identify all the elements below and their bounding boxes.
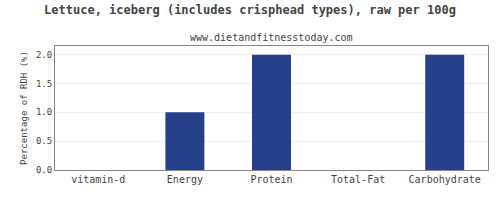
- svg-text:0.0: 0.0: [36, 165, 52, 175]
- svg-text:www.dietandfitnesstoday.com: www.dietandfitnesstoday.com: [190, 32, 353, 43]
- svg-text:Percentage of RDH (%): Percentage of RDH (%): [19, 51, 29, 165]
- svg-text:1.5: 1.5: [36, 79, 52, 89]
- svg-text:Lettuce, iceberg (includes cri: Lettuce, iceberg (includes crisphead typ…: [44, 3, 456, 17]
- svg-text:Protein: Protein: [250, 174, 292, 185]
- svg-text:1.0: 1.0: [36, 107, 52, 117]
- svg-text:Energy: Energy: [167, 174, 203, 185]
- svg-text:Carbohydrate: Carbohydrate: [409, 174, 481, 185]
- svg-text:0.5: 0.5: [36, 136, 52, 146]
- svg-text:Total-Fat: Total-Fat: [331, 174, 385, 185]
- svg-text:vitamin-d: vitamin-d: [71, 174, 125, 185]
- svg-text:2.0: 2.0: [36, 50, 52, 60]
